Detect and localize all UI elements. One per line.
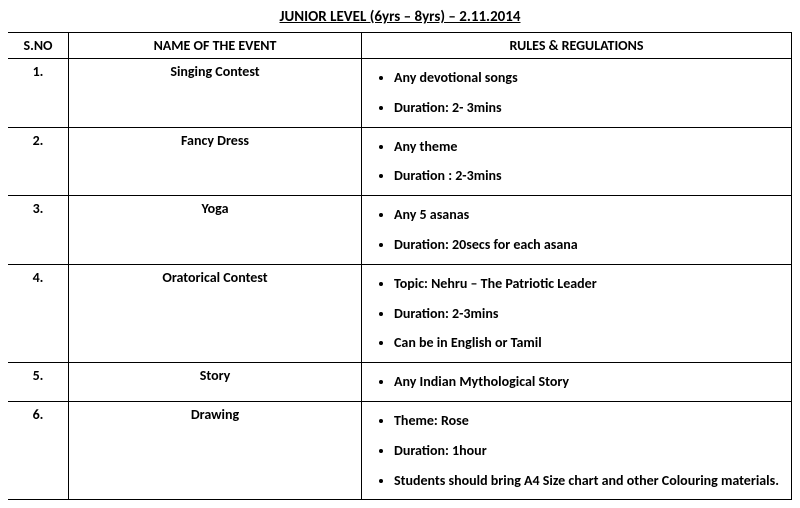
rule-item: Any 5 asanas — [394, 200, 785, 230]
cell-event: Fancy Dress — [69, 127, 362, 196]
header-sno: S.NO — [8, 33, 69, 59]
cell-sno: 5. — [8, 363, 69, 402]
rules-list: Any Indian Mythological Story — [368, 367, 785, 397]
cell-sno: 2. — [8, 127, 69, 196]
rule-item: Topic: Nehru – The Patriotic Leader — [394, 269, 785, 299]
table-row: 6.DrawingTheme: RoseDuration: 1hourStude… — [8, 401, 792, 499]
rule-item: Any devotional songs — [394, 63, 785, 93]
cell-event: Story — [69, 363, 362, 402]
cell-rules: Any 5 asanasDuration: 20secs for each as… — [362, 196, 792, 265]
rule-item: Any theme — [394, 132, 785, 162]
header-event: NAME OF THE EVENT — [69, 33, 362, 59]
table-row: 1.Singing ContestAny devotional songsDur… — [8, 59, 792, 128]
header-rules: RULES & REGULATIONS — [362, 33, 792, 59]
page-title: JUNIOR LEVEL (6yrs – 8yrs) – 2.11.2014 — [8, 8, 792, 26]
rule-item: Can be in English or Tamil — [394, 328, 785, 358]
rule-item: Any Indian Mythological Story — [394, 367, 785, 397]
cell-sno: 6. — [8, 401, 69, 499]
rule-item: Duration: 2- 3mins — [394, 93, 785, 123]
rules-list: Any themeDuration : 2-3mins — [368, 132, 785, 192]
table-header-row: S.NO NAME OF THE EVENT RULES & REGULATIO… — [8, 33, 792, 59]
cell-rules: Topic: Nehru – The Patriotic LeaderDurat… — [362, 264, 792, 362]
cell-sno: 3. — [8, 196, 69, 265]
table-row: 4.Oratorical ContestTopic: Nehru – The P… — [8, 264, 792, 362]
table-row: 3.YogaAny 5 asanasDuration: 20secs for e… — [8, 196, 792, 265]
rule-item: Theme: Rose — [394, 406, 785, 436]
table-row: 5.Story Any Indian Mythological Story — [8, 363, 792, 402]
rules-list: Any 5 asanasDuration: 20secs for each as… — [368, 200, 785, 260]
rule-item: Duration: 2-3mins — [394, 299, 785, 329]
cell-rules: Any themeDuration : 2-3mins — [362, 127, 792, 196]
rule-item: Students should bring A4 Size chart and … — [394, 466, 785, 496]
table-row: 2.Fancy DressAny themeDuration : 2-3mins — [8, 127, 792, 196]
cell-sno: 1. — [8, 59, 69, 128]
cell-event: Singing Contest — [69, 59, 362, 128]
cell-rules: Theme: RoseDuration: 1hourStudents shoul… — [362, 401, 792, 499]
cell-rules: Any devotional songsDuration: 2- 3mins — [362, 59, 792, 128]
rule-item: Duration: 20secs for each asana — [394, 230, 785, 260]
rules-list: Topic: Nehru – The Patriotic LeaderDurat… — [368, 269, 785, 358]
rule-item: Duration: 1hour — [394, 436, 785, 466]
rules-list: Theme: RoseDuration: 1hourStudents shoul… — [368, 406, 785, 495]
events-table: S.NO NAME OF THE EVENT RULES & REGULATIO… — [8, 32, 792, 500]
rules-list: Any devotional songsDuration: 2- 3mins — [368, 63, 785, 123]
cell-event: Oratorical Contest — [69, 264, 362, 362]
cell-rules: Any Indian Mythological Story — [362, 363, 792, 402]
cell-event: Drawing — [69, 401, 362, 499]
cell-event: Yoga — [69, 196, 362, 265]
rule-item: Duration : 2-3mins — [394, 161, 785, 191]
cell-sno: 4. — [8, 264, 69, 362]
